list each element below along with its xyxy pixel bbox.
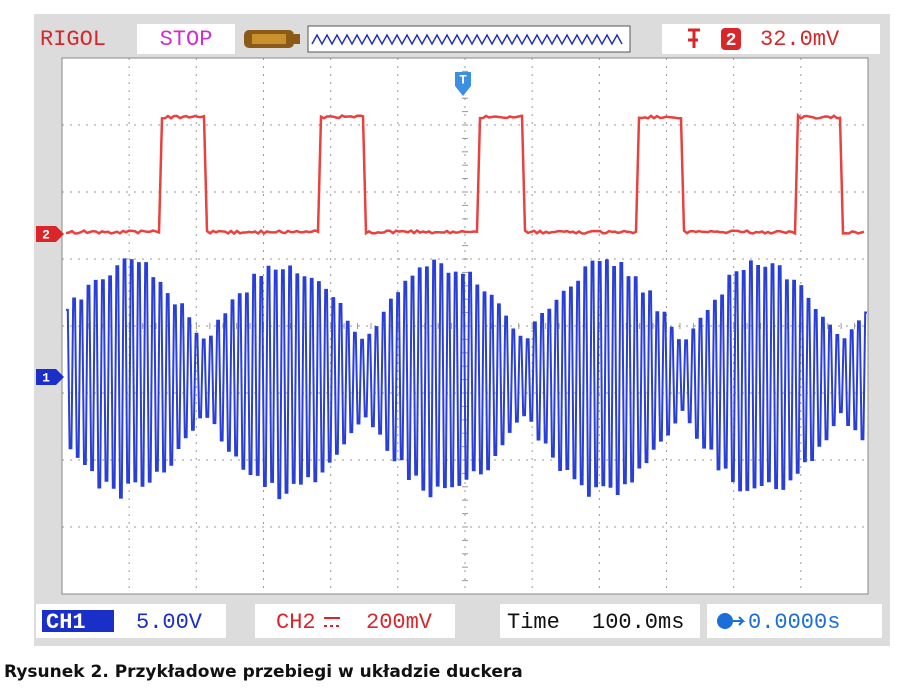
figure: RIGOL STOP 2 32.0mV T 2 1 CH1 5.00V CH2 … [0,0,900,695]
trigger-level: 32.0mV [760,27,840,52]
ch1-marker-label: 1 [42,370,50,385]
ch1-scale: 5.00V [136,610,203,635]
offset: 0.0000s [748,610,840,635]
ch2-scale: 200mV [366,610,433,635]
time-label: Time [507,610,560,635]
trigger-marker-label: T [459,72,467,87]
caption: Rysunek 2. Przykładowe przebiegi w układ… [4,662,523,682]
ch2-marker-label: 2 [42,227,50,242]
ch2-label: CH2 [276,610,316,635]
time-scale: 100.0ms [592,610,684,635]
ch1-label: CH1 [46,610,86,635]
offset-icon [717,613,733,629]
brand: RIGOL [40,27,106,52]
trigger-source: 2 [726,31,737,51]
memory-icon [244,30,300,48]
status: STOP [160,27,213,52]
